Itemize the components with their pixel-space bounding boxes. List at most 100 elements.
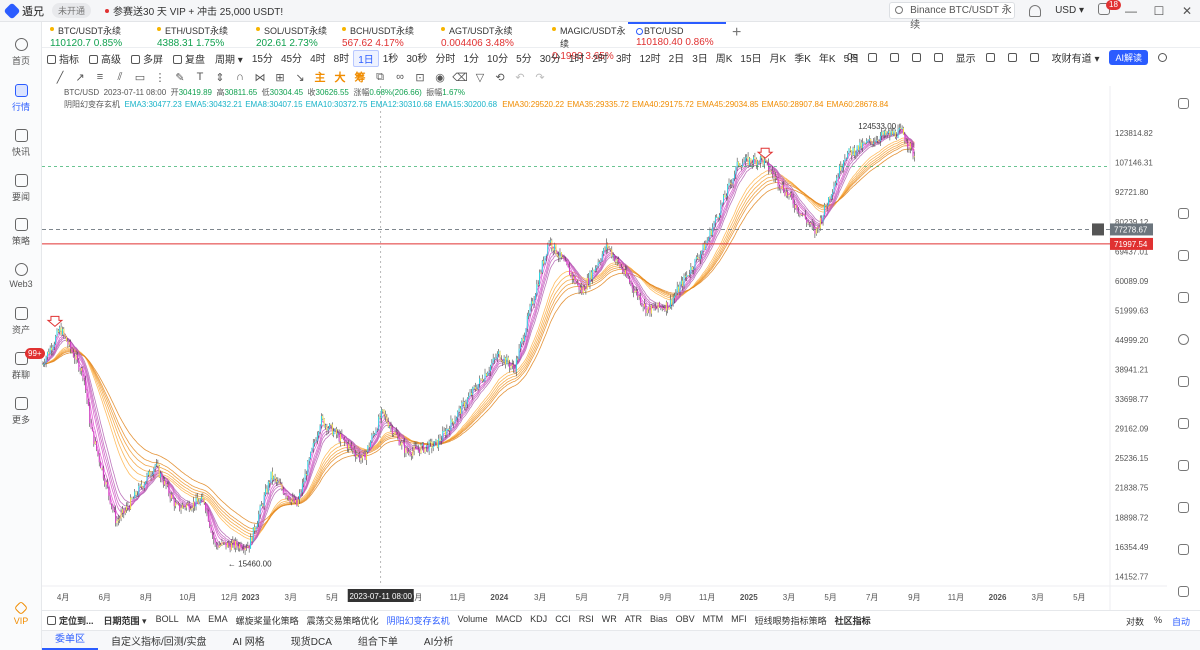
channel-icon[interactable]: ⫽ xyxy=(117,70,123,83)
indicator-option[interactable]: Volume xyxy=(457,614,488,624)
position-icon[interactable]: ⊞ xyxy=(275,71,285,84)
camera-icon[interactable] xyxy=(867,53,877,62)
interval-option[interactable]: 2日 xyxy=(668,53,685,65)
trades-icon[interactable] xyxy=(1178,292,1189,303)
horizontal-line-icon[interactable]: ≡ xyxy=(96,71,104,83)
arrow-tool-icon[interactable]: ↘ xyxy=(295,71,305,84)
indicator-option[interactable]: KDJ xyxy=(530,614,548,624)
mail-button[interactable]: 18 xyxy=(1098,0,1121,18)
indicator-option[interactable]: 阴阳幻变存玄机 xyxy=(386,616,450,626)
ticker-tab-active[interactable]: BTC/USD 110180.40 0.86% xyxy=(628,22,726,48)
interval-option[interactable]: 1日 xyxy=(353,49,379,67)
sidebar-item-strategy[interactable]: 策略 xyxy=(0,218,42,247)
sidebar-item-more[interactable]: 更多 xyxy=(0,397,42,426)
ticker-tab[interactable]: MAGIC/USDT永续 0.1990 3.65% xyxy=(544,22,628,62)
interval-option[interactable]: 15日 xyxy=(740,53,762,65)
sidebar-item-news[interactable]: 快讯 xyxy=(0,129,42,158)
indicator-option[interactable]: ATR xyxy=(624,614,643,624)
redo-icon[interactable] xyxy=(1007,53,1017,62)
data-icon[interactable] xyxy=(1178,376,1189,387)
fullscreen-icon[interactable] xyxy=(889,53,899,62)
interval-option[interactable]: 8时 xyxy=(333,53,350,65)
indicator-option[interactable]: 短线眼势指标策略 xyxy=(754,616,827,626)
orderbook-icon[interactable] xyxy=(1178,208,1189,219)
trash-icon[interactable]: ⌫ xyxy=(452,71,468,84)
interval-option[interactable]: 1时 xyxy=(568,53,585,65)
interval-option[interactable]: 10分 xyxy=(487,53,509,65)
interval-option[interactable]: 30秒 xyxy=(406,53,428,65)
funnel-icon[interactable]: ▽ xyxy=(475,71,485,84)
ticker-tab[interactable]: AGT/USDT永续 0.004406 3.48% xyxy=(433,22,544,49)
maximize-button[interactable]: ☐ xyxy=(1153,3,1165,18)
percent-scale-toggle[interactable]: % xyxy=(1153,615,1162,625)
interval-option[interactable]: 1秒 xyxy=(382,53,399,65)
indicator-option[interactable]: 震荡交易策略优化 xyxy=(306,616,379,626)
indicator-option[interactable]: 社区指标 xyxy=(834,616,871,626)
indicator-option[interactable]: MTM xyxy=(702,614,724,624)
interval-option[interactable]: 15分 xyxy=(251,53,273,65)
favorite-icon[interactable] xyxy=(1178,98,1189,109)
indicator-option[interactable]: Bias xyxy=(650,614,668,624)
feedback-icon[interactable] xyxy=(1178,586,1189,597)
sidebar-item-articles[interactable]: 要闻 xyxy=(0,174,42,203)
share-icon[interactable] xyxy=(1158,53,1167,62)
fib-icon[interactable]: ⋮ xyxy=(154,71,166,84)
indicator-option[interactable]: BOLL xyxy=(155,614,179,624)
layout-icon[interactable] xyxy=(933,53,943,62)
currency-select[interactable]: USD ▾ xyxy=(1055,5,1084,16)
interval-option[interactable]: 年K xyxy=(818,53,836,65)
sidebar-item-web3[interactable]: Web3 xyxy=(0,263,42,289)
multi-screen-button[interactable]: 多屏 xyxy=(126,51,168,66)
chart-svg[interactable]: 123814.82 107146.31 92721.80 80239.12 69437.… xyxy=(41,86,1167,610)
interval-option[interactable]: 12时 xyxy=(639,53,661,65)
undo-draw-icon[interactable]: ↶ xyxy=(515,71,525,84)
interval-option[interactable]: 30分 xyxy=(539,53,561,65)
ticker-tab[interactable]: ETH/USDT永续 4388.31 1.75% xyxy=(149,22,248,49)
add-tab-button[interactable]: + xyxy=(732,24,742,41)
calendar-icon[interactable] xyxy=(1178,418,1189,429)
promo-text[interactable]: 参赛送30 天 VIP + 冲击 25,000 USDT! xyxy=(113,7,284,18)
interval-option[interactable]: 1分 xyxy=(463,53,479,65)
period-select[interactable]: 周期 ▾ xyxy=(215,54,243,66)
sidebar-item-chat[interactable]: 群聊 99+ xyxy=(0,348,45,381)
sidebar-item-vip[interactable]: VIP xyxy=(0,600,42,626)
interval-option[interactable]: 45分 xyxy=(280,53,303,65)
vip-status-badge[interactable]: 未开通 xyxy=(52,3,92,18)
sidebar-item-assets[interactable]: 资产 xyxy=(0,307,42,336)
ticker-tab[interactable]: BCH/USDT永续 567.62 4.17% xyxy=(334,22,433,49)
big-order-button[interactable]: 大 xyxy=(334,72,346,84)
minimize-button[interactable]: — xyxy=(1125,3,1137,18)
tab-spot-dca[interactable]: 现货DCA xyxy=(290,637,332,648)
log-scale-toggle[interactable]: 对数 xyxy=(1125,617,1144,627)
date-range-button[interactable]: 日期范围 ▾ xyxy=(103,616,147,626)
indicator-option[interactable]: WR xyxy=(601,614,617,624)
close-button[interactable]: ✕ xyxy=(1181,3,1193,18)
indicator-option[interactable]: MA xyxy=(186,614,201,624)
indicator-option[interactable]: MACD xyxy=(495,614,523,624)
tab-combo-order[interactable]: 组合下单 xyxy=(357,637,398,648)
ticker-tab[interactable]: BTC/USDT永续 110120.7 0.85% xyxy=(42,22,149,49)
edit-icon[interactable] xyxy=(911,53,921,62)
watchlist-icon[interactable] xyxy=(1178,250,1189,261)
text-icon[interactable]: T xyxy=(196,71,204,83)
notes-icon[interactable] xyxy=(1178,460,1189,471)
auto-scale-toggle[interactable]: 自动 xyxy=(1171,617,1190,627)
chip-button[interactable]: 筹 xyxy=(354,72,366,84)
interval-option[interactable]: 月K xyxy=(769,53,787,65)
indicator-option[interactable]: RSI xyxy=(578,614,594,624)
sidebar-item-home[interactable]: 首页 xyxy=(0,38,42,67)
undo-icon[interactable] xyxy=(985,53,995,62)
main-force-button[interactable]: 主 xyxy=(314,72,326,84)
bell-icon[interactable] xyxy=(1029,4,1042,17)
interval-option[interactable]: 季K xyxy=(794,53,811,65)
interval-option[interactable]: 5日 xyxy=(843,53,860,65)
display-button[interactable]: 显示 xyxy=(955,54,976,65)
interval-option[interactable]: 3时 xyxy=(615,53,632,65)
locate-button[interactable]: 定位到... xyxy=(42,614,99,627)
interval-option[interactable]: 3日 xyxy=(692,53,708,65)
eye-icon[interactable]: ◉ xyxy=(435,71,445,84)
tab-ai-grid[interactable]: AI 网格 xyxy=(232,637,265,648)
link-icon[interactable]: ∞ xyxy=(396,71,404,83)
interval-option[interactable]: 分时 xyxy=(435,53,456,65)
indicator-option[interactable]: EMA xyxy=(208,614,228,624)
